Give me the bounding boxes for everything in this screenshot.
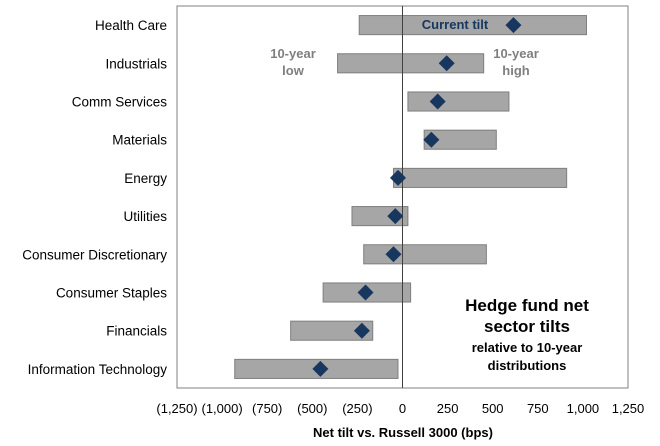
x-tick-label: 1,000: [567, 401, 600, 416]
x-tick-label: (500): [297, 401, 327, 416]
current-tilt-marker-health-care: [505, 17, 522, 34]
current-tilt-marker-materials: [423, 131, 440, 148]
category-label-materials: Materials: [112, 133, 167, 148]
category-labels: Health Care Industrials Comm Services Mater…: [22, 18, 167, 377]
current-tilt-markers: [312, 17, 522, 377]
category-label-energy: Energy: [124, 171, 167, 186]
x-tick-label: (1,250): [156, 401, 197, 416]
current-tilt-marker-consumer-discretionary: [385, 246, 402, 263]
x-tick-label: (250): [342, 401, 372, 416]
category-label-health-care: Health Care: [95, 18, 167, 33]
current-tilt-marker-energy: [389, 169, 406, 186]
category-label-information-technology: Information Technology: [28, 362, 168, 377]
current-tilt-marker-utilities: [387, 208, 404, 225]
x-tick-labels: (1,250) (1,000) (750) (500) (250) 0 250 500 750 1…: [156, 401, 644, 416]
x-tick-label: (1,000): [201, 401, 242, 416]
category-label-financials: Financials: [106, 324, 167, 339]
x-axis-title: Net tilt vs. Russell 3000 (bps): [313, 425, 493, 440]
current-tilt-marker-comm-services: [429, 93, 446, 110]
chart-title-line1: Hedge fund net: [465, 296, 589, 315]
ten-year-high-annotation-line2: high: [502, 63, 529, 78]
category-label-consumer-staples: Consumer Staples: [56, 286, 167, 301]
x-tick-label: 1,250: [612, 401, 645, 416]
x-tick-label: 250: [437, 401, 459, 416]
range-bar-health-care: [358, 15, 588, 36]
x-tick-label: 750: [527, 401, 549, 416]
ten-year-low-annotation-line2: low: [282, 63, 305, 78]
category-label-industrials: Industrials: [105, 56, 167, 71]
ten-year-high-annotation-line1: 10-year: [493, 46, 539, 61]
chart-title-line2: sector tilts: [484, 317, 570, 336]
x-tick-label: 500: [482, 401, 504, 416]
chart-subtitle-line1: relative to 10-year: [472, 340, 583, 355]
ten-year-low-annotation-line1: 10-year: [270, 46, 316, 61]
current-tilt-marker-financials: [353, 322, 370, 339]
category-label-utilities: Utilities: [123, 209, 167, 224]
category-label-comm-services: Comm Services: [72, 95, 168, 110]
category-label-consumer-discretionary: Consumer Discretionary: [22, 247, 167, 262]
x-tick-label: 0: [399, 401, 406, 416]
x-tick-label: (750): [252, 401, 282, 416]
range-bar-industrials: [337, 53, 485, 74]
chart-subtitle-line2: distributions: [488, 358, 567, 373]
current-tilt-marker-consumer-staples: [357, 284, 374, 301]
current-tilt-annotation: Current tilt: [422, 17, 489, 32]
range-bar-energy: [392, 167, 568, 188]
range-bar-financials: [290, 320, 374, 341]
current-tilt-marker-information-technology: [312, 360, 329, 377]
range-bar-consumer-discretionary: [363, 244, 487, 265]
range-bar-comm-services: [407, 91, 510, 112]
current-tilt-marker-industrials: [438, 55, 455, 72]
